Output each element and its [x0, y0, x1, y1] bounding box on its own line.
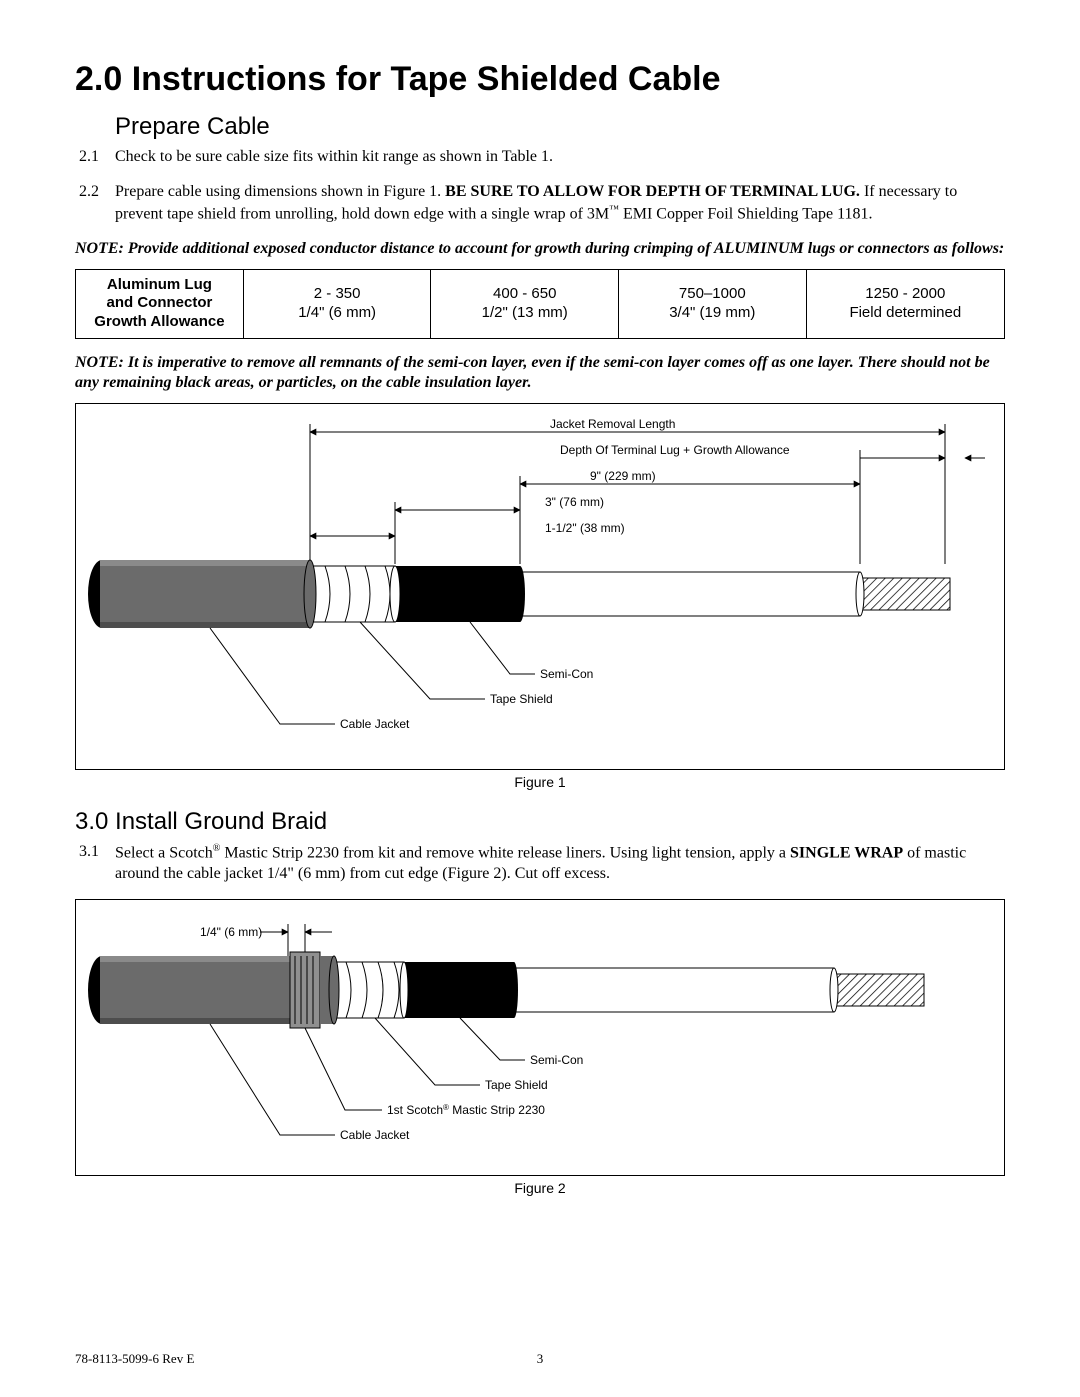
section-heading: 2.0 Instructions for Tape Shielded Cable: [75, 60, 1005, 99]
page-footer: 78-8113-5099-6 Rev E 3: [75, 1351, 1005, 1367]
text: Mastic Strip 2230 from kit and remove wh…: [220, 844, 790, 861]
dim-label: 1-1/2" (38 mm): [545, 521, 625, 535]
table-header: Aluminum Lug and Connector Growth Allowa…: [76, 270, 244, 338]
figure-1-box: Jacket Removal Length Depth Of Terminal …: [75, 403, 1005, 770]
page-number: 3: [537, 1351, 544, 1367]
trademark: ™: [609, 204, 619, 215]
text: 400 - 650: [439, 285, 610, 304]
text: Field determined: [815, 304, 996, 323]
step-3-1: 3.1 Select a Scotch® Mastic Strip 2230 f…: [75, 842, 1005, 885]
step-number: 2.2: [75, 182, 115, 225]
step-2-1: 2.1 Check to be sure cable size fits wit…: [75, 147, 1005, 168]
bold-text: SINGLE WRAP: [790, 844, 903, 861]
footer-doc-id: 78-8113-5099-6 Rev E: [75, 1351, 194, 1367]
bold-text: BE SURE TO ALLOW FOR DEPTH OF TERMINAL L…: [445, 183, 860, 200]
callout-label: Semi-Con: [530, 1053, 583, 1067]
step-2-2: 2.2 Prepare cable using dimensions shown…: [75, 182, 1005, 225]
dim-label: Jacket Removal Length: [550, 417, 675, 431]
text: Prepare cable using dimensions shown in …: [115, 183, 445, 200]
callout-label: Tape Shield: [485, 1078, 548, 1092]
text: 1/2" (13 mm): [439, 304, 610, 323]
step-number: 3.1: [75, 842, 115, 885]
table-cell: 400 - 650 1/2" (13 mm): [431, 270, 619, 338]
text: Select a Scotch: [115, 844, 213, 861]
table-cell: 1250 - 2000 Field determined: [807, 270, 1004, 338]
note-1: NOTE: Provide additional exposed conduct…: [75, 239, 1005, 259]
section-3-heading: 3.0 Install Ground Braid: [75, 808, 1005, 836]
text: Growth Allowance: [84, 313, 235, 332]
text: 750–1000: [627, 285, 798, 304]
dim-label: 9" (229 mm): [590, 469, 656, 483]
text: EMI Copper Foil Shielding Tape 1181.: [619, 205, 873, 222]
text: and Connector: [84, 294, 235, 313]
callout-label: Cable Jacket: [340, 717, 410, 731]
table-cell: 2 - 350 1/4" (6 mm): [244, 270, 432, 338]
text: 3/4" (19 mm): [627, 304, 798, 323]
table-cell: 750–1000 3/4" (19 mm): [619, 270, 807, 338]
step-body: Check to be sure cable size fits within …: [115, 147, 1005, 168]
figure-1-caption: Figure 1: [75, 774, 1005, 790]
step-number: 2.1: [75, 147, 115, 168]
growth-allowance-table: Aluminum Lug and Connector Growth Allowa…: [75, 269, 1005, 339]
dim-label: Depth Of Terminal Lug + Growth Allowance: [560, 443, 790, 457]
text: 1250 - 2000: [815, 285, 996, 304]
callout-label: 1st Scotch® Mastic Strip 2230: [387, 1103, 545, 1117]
dim-label: 3" (76 mm): [545, 495, 604, 509]
callout-label: Tape Shield: [490, 692, 553, 706]
subsection-heading: Prepare Cable: [115, 113, 1005, 141]
figure-2-box: 1/4" (6 mm): [75, 899, 1005, 1176]
figure-1-svg: Jacket Removal Length Depth Of Terminal …: [86, 414, 994, 754]
step-body: Select a Scotch® Mastic Strip 2230 from …: [115, 842, 1005, 885]
callout-label: Semi-Con: [540, 667, 593, 681]
step-body: Prepare cable using dimensions shown in …: [115, 182, 1005, 225]
text: 1/4" (6 mm): [252, 304, 423, 323]
figure-2-svg: 1/4" (6 mm): [86, 910, 994, 1160]
dim-label: 1/4" (6 mm): [200, 925, 262, 939]
figure-2-caption: Figure 2: [75, 1180, 1005, 1196]
callout-label: Cable Jacket: [340, 1128, 410, 1142]
note-2: NOTE: It is imperative to remove all rem…: [75, 353, 1005, 393]
text: 2 - 350: [252, 285, 423, 304]
text: Aluminum Lug: [84, 276, 235, 295]
